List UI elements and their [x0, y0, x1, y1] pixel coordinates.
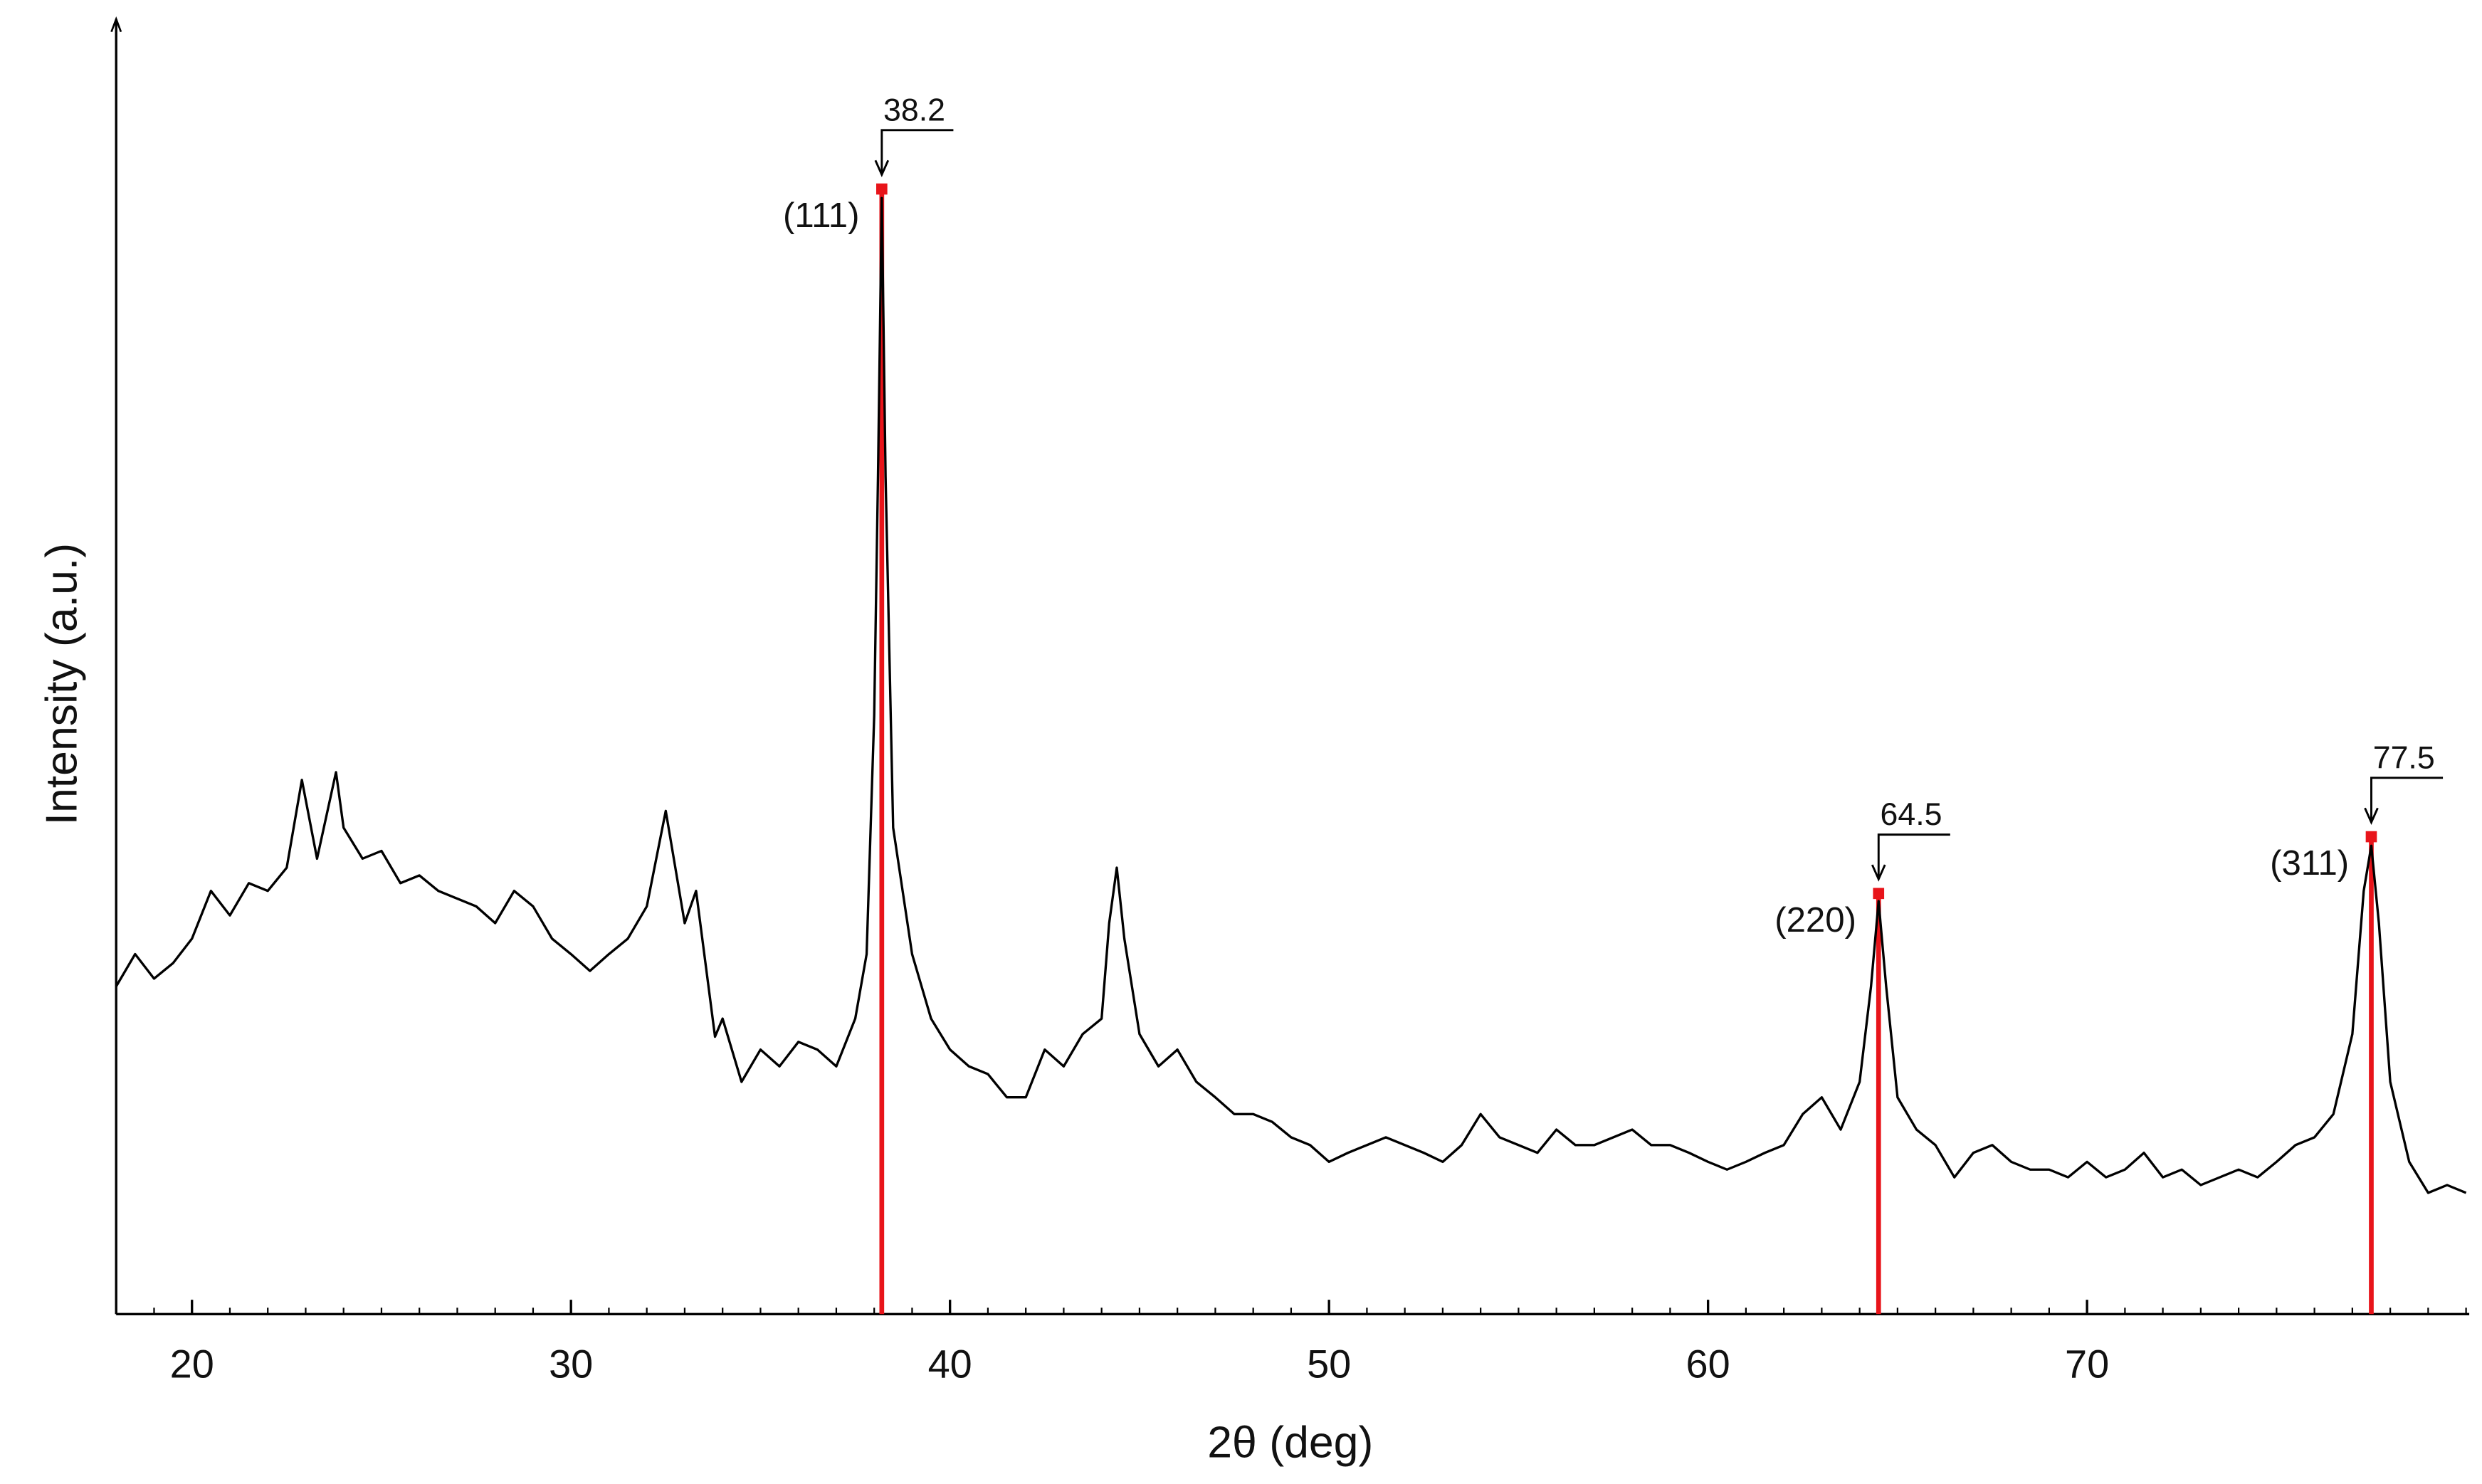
y-axis-label: Intensity (a.u.): [36, 543, 86, 825]
x-axis-label: 2θ (deg): [1207, 1417, 1373, 1467]
peak-arrowhead: [1871, 864, 1886, 882]
peak-marker: [1873, 888, 1885, 900]
x-tick-label: 20: [170, 1342, 214, 1386]
x-tick-label: 60: [1686, 1342, 1730, 1386]
peak-position-label: 38.2: [883, 93, 945, 127]
peak-hkl-label: (311): [2270, 843, 2349, 883]
peak-position-label: 64.5: [1880, 797, 1942, 832]
peak-arrowhead: [874, 159, 890, 178]
peak-hkl-label: (111): [783, 196, 859, 235]
x-tick-label: 70: [2065, 1342, 2109, 1386]
peak-marker: [876, 183, 888, 195]
peak-position-label: 77.5: [2373, 740, 2435, 775]
peak-hkl-label: (220): [1774, 900, 1856, 940]
peak-arrow: [880, 129, 954, 175]
peak-arrow: [1877, 833, 1950, 880]
peak-marker: [2365, 831, 2377, 843]
line: [115, 196, 2467, 1194]
x-tick-label: 40: [928, 1342, 972, 1386]
x-tick-label: 30: [549, 1342, 593, 1386]
peak-arrowhead: [2364, 807, 2379, 826]
y-axis-arrow: [110, 16, 122, 33]
peak-arrow: [2370, 777, 2444, 823]
x-tick-label: 50: [1307, 1342, 1351, 1386]
